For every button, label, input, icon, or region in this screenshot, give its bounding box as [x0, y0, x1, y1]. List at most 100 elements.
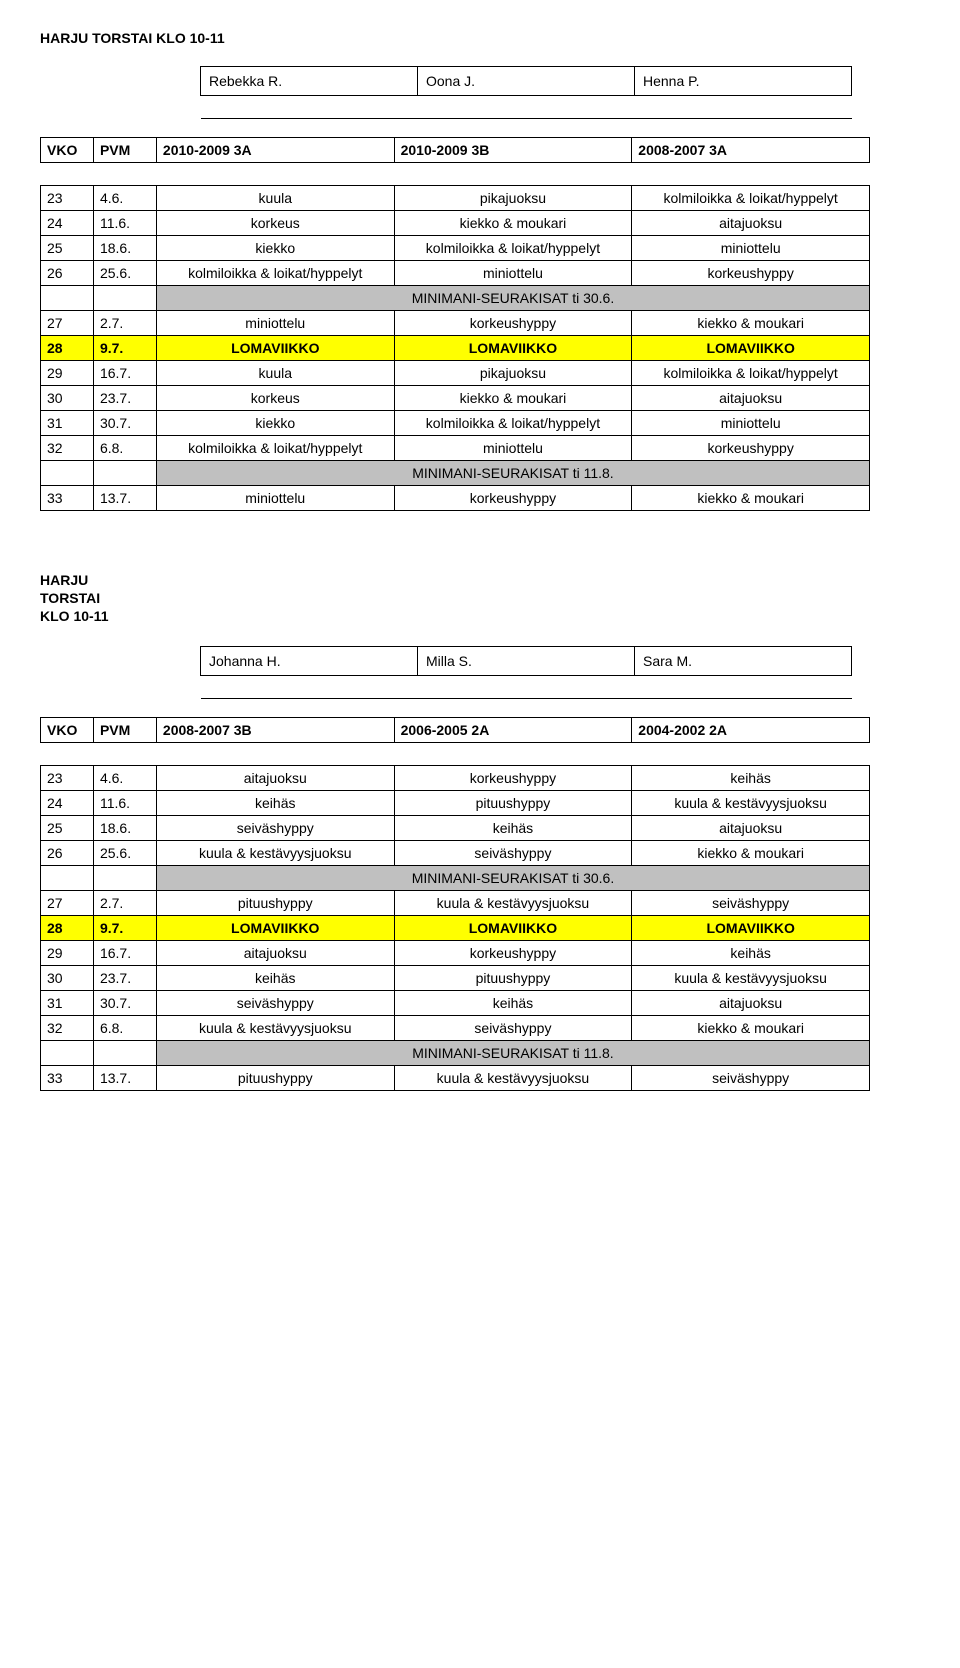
- table-row: 33 13.7. pituushyppy kuula & kestävyysju…: [41, 1065, 870, 1090]
- cell-activity: kolmiloikka & loikat/hyppelyt: [156, 261, 394, 286]
- band-cell: MINIMANI-SEURAKISAT ti 30.6.: [156, 865, 869, 890]
- cell-activity: aitajuoksu: [632, 990, 870, 1015]
- trainer-cell: Sara M.: [635, 646, 852, 675]
- band-cell: MINIMANI-SEURAKISAT ti 30.6.: [156, 286, 869, 311]
- schedule-table-2: VKO PVM 2008-2007 3B 2006-2005 2A 2004-2…: [40, 717, 870, 1091]
- cell-vko: 26: [41, 840, 94, 865]
- cell-activity: kolmiloikka & loikat/hyppelyt: [156, 436, 394, 461]
- cell-activity: aitajuoksu: [156, 765, 394, 790]
- band-empty: [93, 286, 156, 311]
- cell-vko: 33: [41, 1065, 94, 1090]
- cell-pvm: 2.7.: [93, 311, 156, 336]
- cell-activity: korkeushyppy: [632, 261, 870, 286]
- cell-activity: kiekko: [156, 236, 394, 261]
- band-row: MINIMANI-SEURAKISAT ti 30.6.: [41, 286, 870, 311]
- cell-pvm: 13.7.: [93, 486, 156, 511]
- cell-activity: kuula & kestävyysjuoksu: [632, 965, 870, 990]
- cell-activity: kiekko & moukari: [632, 840, 870, 865]
- table-row: 24 11.6. keihäs pituushyppy kuula & kest…: [41, 790, 870, 815]
- cell-activity: miniottelu: [394, 261, 632, 286]
- cell-vko: 30: [41, 965, 94, 990]
- cell-activity: LOMAVIIKKO: [156, 336, 394, 361]
- cell-activity: kuula & kestävyysjuoksu: [394, 1065, 632, 1090]
- cell-activity: kiekko & moukari: [394, 211, 632, 236]
- band-empty: [41, 461, 94, 486]
- cell-vko: 29: [41, 940, 94, 965]
- cell-activity: kiekko & moukari: [632, 1015, 870, 1040]
- trainer-cell: Henna P.: [635, 67, 852, 96]
- trainer-cell: Johanna H.: [201, 646, 418, 675]
- header-group: 2004-2002 2A: [632, 717, 870, 742]
- header-group: 2008-2007 3A: [632, 138, 870, 163]
- header-group: 2010-2009 3A: [156, 138, 394, 163]
- cell-activity: kuula & kestävyysjuoksu: [632, 790, 870, 815]
- band-cell: MINIMANI-SEURAKISAT ti 11.8.: [156, 1040, 869, 1065]
- cell-activity: keihäs: [394, 990, 632, 1015]
- cell-activity: kiekko & moukari: [394, 386, 632, 411]
- cell-activity: kolmiloikka & loikat/hyppelyt: [632, 186, 870, 211]
- cell-activity: pituushyppy: [394, 965, 632, 990]
- spacer-cell: [201, 96, 852, 119]
- cell-pvm: 25.6.: [93, 261, 156, 286]
- spacer-row: [41, 163, 870, 186]
- cell-activity: miniottelu: [632, 411, 870, 436]
- cell-activity: miniottelu: [394, 436, 632, 461]
- cell-pvm: 18.6.: [93, 815, 156, 840]
- cell-pvm: 6.8.: [93, 436, 156, 461]
- cell-activity: LOMAVIIKKO: [156, 915, 394, 940]
- title-line: TORSTAI: [40, 590, 100, 606]
- cell-activity: seiväshyppy: [156, 990, 394, 1015]
- cell-vko: 29: [41, 361, 94, 386]
- cell-activity: aitajuoksu: [632, 211, 870, 236]
- cell-activity: pituushyppy: [394, 790, 632, 815]
- table-row: 32 6.8. kuula & kestävyysjuoksu seiväshy…: [41, 1015, 870, 1040]
- cell-activity: keihäs: [632, 940, 870, 965]
- cell-vko: 26: [41, 261, 94, 286]
- cell-activity: pikajuoksu: [394, 361, 632, 386]
- trainers-table-2: Johanna H. Milla S. Sara M.: [200, 646, 852, 699]
- table-row-loma: 28 9.7. LOMAVIIKKO LOMAVIIKKO LOMAVIIKKO: [41, 336, 870, 361]
- trainer-cell: Rebekka R.: [201, 67, 418, 96]
- page-title-2: HARJU TORSTAI KLO 10-11: [40, 571, 920, 626]
- cell-pvm: 6.8.: [93, 1015, 156, 1040]
- cell-activity: keihäs: [394, 815, 632, 840]
- cell-activity: kuula: [156, 186, 394, 211]
- cell-pvm: 9.7.: [93, 915, 156, 940]
- header-vko: VKO: [41, 717, 94, 742]
- table-row: 25 18.6. kiekko kolmiloikka & loikat/hyp…: [41, 236, 870, 261]
- spacer-cell: [201, 675, 852, 698]
- table-row: 26 25.6. kolmiloikka & loikat/hyppelyt m…: [41, 261, 870, 286]
- trainers-table-1: Rebekka R. Oona J. Henna P.: [200, 66, 852, 119]
- cell-pvm: 4.6.: [93, 765, 156, 790]
- cell-pvm: 9.7.: [93, 336, 156, 361]
- band-row: MINIMANI-SEURAKISAT ti 30.6.: [41, 865, 870, 890]
- header-group: 2010-2009 3B: [394, 138, 632, 163]
- cell-vko: 23: [41, 186, 94, 211]
- band-empty: [93, 461, 156, 486]
- title-line: KLO 10-11: [40, 608, 108, 624]
- cell-activity: kuula & kestävyysjuoksu: [156, 840, 394, 865]
- header-pvm: PVM: [93, 138, 156, 163]
- cell-vko: 25: [41, 236, 94, 261]
- cell-activity: LOMAVIIKKO: [394, 336, 632, 361]
- cell-activity: kolmiloikka & loikat/hyppelyt: [632, 361, 870, 386]
- cell-pvm: 18.6.: [93, 236, 156, 261]
- cell-pvm: 16.7.: [93, 940, 156, 965]
- cell-vko: 30: [41, 386, 94, 411]
- schedule-block-1: HARJU TORSTAI KLO 10-11 Rebekka R. Oona …: [40, 30, 920, 511]
- cell-activity: seiväshyppy: [394, 840, 632, 865]
- cell-activity: seiväshyppy: [156, 815, 394, 840]
- band-cell: MINIMANI-SEURAKISAT ti 11.8.: [156, 461, 869, 486]
- table-row: 25 18.6. seiväshyppy keihäs aitajuoksu: [41, 815, 870, 840]
- cell-activity: seiväshyppy: [632, 1065, 870, 1090]
- cell-activity: kolmiloikka & loikat/hyppelyt: [394, 236, 632, 261]
- band-empty: [41, 286, 94, 311]
- band-empty: [41, 865, 94, 890]
- table-row: 27 2.7. pituushyppy kuula & kestävyysjuo…: [41, 890, 870, 915]
- table-row: 32 6.8. kolmiloikka & loikat/hyppelyt mi…: [41, 436, 870, 461]
- cell-vko: 32: [41, 1015, 94, 1040]
- trainer-cell: Oona J.: [418, 67, 635, 96]
- cell-vko: 28: [41, 336, 94, 361]
- band-empty: [93, 1040, 156, 1065]
- table-row-loma: 28 9.7. LOMAVIIKKO LOMAVIIKKO LOMAVIIKKO: [41, 915, 870, 940]
